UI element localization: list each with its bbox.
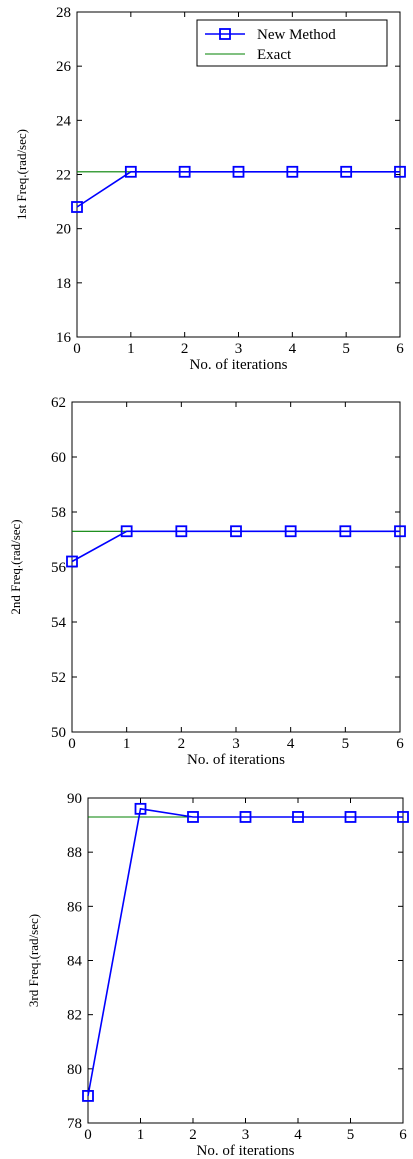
data-point-marker xyxy=(344,811,357,823)
y-tick-label: 78 xyxy=(67,1116,82,1132)
x-tick-label: 4 xyxy=(294,1127,302,1143)
y-tick-label: 56 xyxy=(51,560,67,576)
data-point-marker xyxy=(66,555,78,568)
y-tick-label: 50 xyxy=(51,725,66,741)
x-tick-label: 0 xyxy=(68,736,76,752)
y-tick-label: 52 xyxy=(51,670,66,686)
data-point-marker xyxy=(239,811,252,823)
x-tick-label: 0 xyxy=(84,1127,92,1143)
series-line-new-method xyxy=(76,171,400,208)
x-axis-label: No. of iterations xyxy=(187,752,285,768)
y-tick-label: 58 xyxy=(51,505,66,521)
data-point-marker xyxy=(397,811,409,823)
data-point-marker xyxy=(286,165,299,178)
legend-label: New Method xyxy=(257,27,336,43)
y-tick-label: 84 xyxy=(67,954,83,970)
data-point-marker xyxy=(82,1090,94,1102)
x-tick-label: 0 xyxy=(73,341,81,357)
x-tick-label: 3 xyxy=(235,341,243,357)
data-point-marker xyxy=(394,525,406,538)
legend-box xyxy=(196,19,388,67)
chart-panel-1: 0 1 2 3 4 5 6 16 18 20 22 24 26 28 No. of iterations 1s… xyxy=(14,5,406,373)
x-axis-label: No. of iterations xyxy=(190,357,288,373)
x-tick-label: 3 xyxy=(242,1127,250,1143)
y-tick-label: 88 xyxy=(67,845,82,861)
data-point-marker xyxy=(232,165,245,178)
data-point-marker xyxy=(124,165,137,178)
x-tick-label: 3 xyxy=(232,736,240,752)
x-tick-label: 5 xyxy=(347,1127,355,1143)
chart-panel-3: 0 1 2 3 4 5 6 78 80 82 84 86 88 90 No. of iterations 3r… xyxy=(26,791,409,1159)
plot-frame xyxy=(71,401,401,733)
x-tick-label: 5 xyxy=(342,736,350,752)
x-tick-label: 2 xyxy=(181,341,189,357)
legend-label: Exact xyxy=(257,47,292,63)
y-tick-label: 62 xyxy=(51,395,66,411)
series-line-new-method xyxy=(87,807,403,1097)
data-point-marker xyxy=(178,165,191,178)
y-axis-label: 1st Freq.(rad/sec) xyxy=(14,129,29,220)
y-tick-label: 22 xyxy=(56,168,71,184)
x-tick-label: 1 xyxy=(127,341,135,357)
data-point-marker xyxy=(339,525,352,538)
x-tick-label: 6 xyxy=(396,341,404,357)
y-tick-label: 90 xyxy=(67,791,82,807)
data-point-marker xyxy=(340,165,353,178)
data-point-marker xyxy=(292,811,304,823)
x-tick-label: 6 xyxy=(396,736,404,752)
y-axis-label: 3rd Freq.(rad/sec) xyxy=(26,914,41,1007)
x-tick-label: 1 xyxy=(123,736,131,752)
data-point-marker xyxy=(134,802,147,815)
x-tick-label: 5 xyxy=(342,341,350,357)
y-tick-label: 80 xyxy=(67,1062,82,1078)
y-tick-label: 86 xyxy=(67,899,83,915)
data-point-marker xyxy=(284,525,297,538)
x-tick-label: 2 xyxy=(189,1127,197,1143)
y-tick-label: 16 xyxy=(56,330,72,346)
y-tick-label: 18 xyxy=(56,276,71,292)
plot-frame xyxy=(87,797,404,1124)
y-axis-label: 2nd Freq.(rad/sec) xyxy=(8,519,23,614)
x-tick-label: 4 xyxy=(289,341,297,357)
x-tick-label: 6 xyxy=(399,1127,407,1143)
y-tick-label: 60 xyxy=(51,450,66,466)
x-axis-label: No. of iterations xyxy=(197,1143,295,1159)
y-tick-label: 28 xyxy=(56,5,71,21)
series-line-new-method xyxy=(71,530,400,563)
x-tick-label: 4 xyxy=(287,736,295,752)
data-point-marker xyxy=(230,525,242,538)
data-point-marker xyxy=(71,201,83,213)
y-tick-label: 20 xyxy=(56,222,71,238)
data-point-marker xyxy=(175,525,188,538)
y-tick-label: 54 xyxy=(51,615,67,631)
x-tick-label: 2 xyxy=(178,736,186,752)
y-tick-label: 82 xyxy=(67,1008,82,1024)
data-point-marker xyxy=(394,165,406,178)
x-tick-label: 1 xyxy=(137,1127,145,1143)
legend-swatch-marker xyxy=(219,28,231,40)
data-point-marker xyxy=(120,525,133,538)
y-tick-label: 24 xyxy=(56,113,72,129)
data-point-marker xyxy=(187,811,199,823)
y-tick-label: 26 xyxy=(56,59,72,75)
